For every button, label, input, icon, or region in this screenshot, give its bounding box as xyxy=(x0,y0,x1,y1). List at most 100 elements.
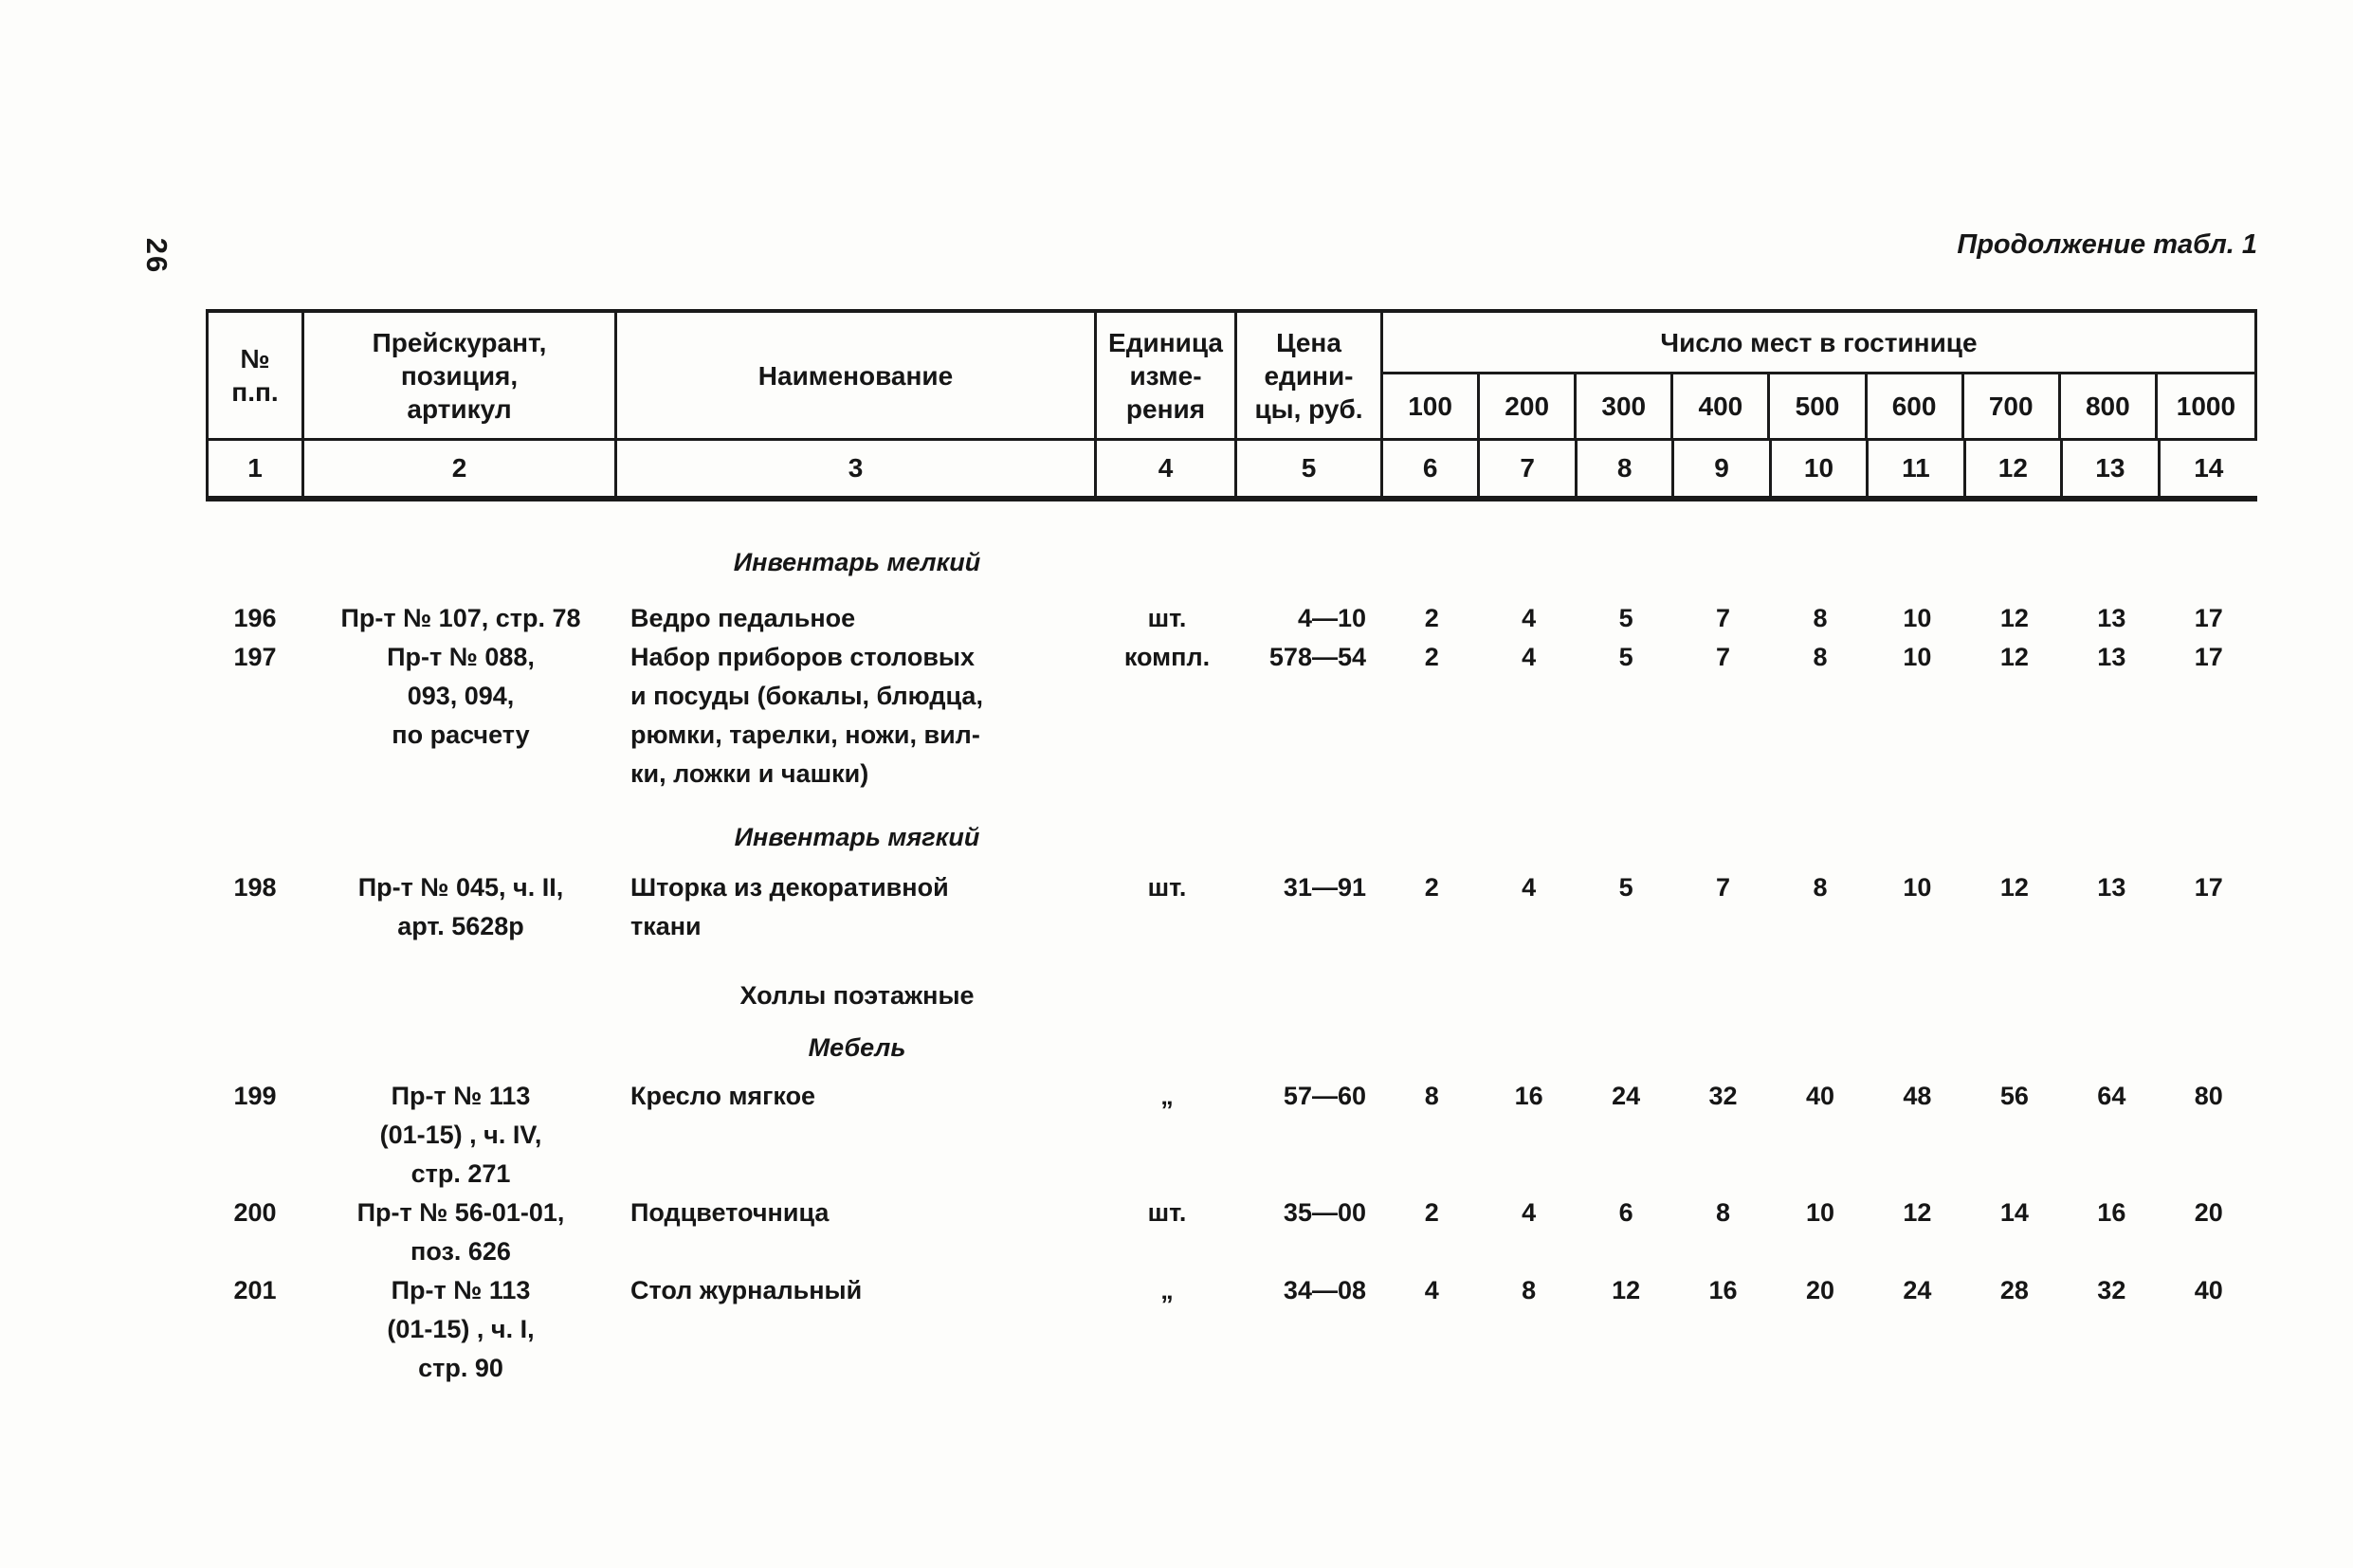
value-cell: 32 xyxy=(1708,1082,1738,1110)
column-numbers-row: 1 2 3 4 5 6 7 8 9 10 11 12 13 14 xyxy=(206,441,2257,501)
table-row: 200 Пр-т № 56-01-01, поз. 626 Подцветочн… xyxy=(206,1194,2257,1271)
name-cell: Шторка из декоративной ткани xyxy=(630,873,949,940)
table-row: 198 Пр-т № 045, ч. II, арт. 5628р Шторка… xyxy=(206,868,2257,946)
value-cell: 2 xyxy=(1424,643,1439,671)
column-number: 11 xyxy=(1869,441,1966,496)
row-number-cell: 199 xyxy=(233,1082,277,1110)
places-subheaders: 100 200 300 400 500 600 700 800 1000 xyxy=(1383,374,2254,438)
column-number: 8 xyxy=(1578,441,1675,496)
places-col: 700 xyxy=(1964,374,2061,438)
value-cell: 13 xyxy=(2097,873,2126,902)
unit-cell: шт. xyxy=(1147,604,1187,632)
value-cell: 17 xyxy=(2194,604,2223,632)
value-cell: 4 xyxy=(1522,604,1537,632)
value-cell: 6 xyxy=(1618,1198,1633,1227)
value-cell: 16 xyxy=(1514,1082,1543,1110)
row-number-cell: 196 xyxy=(233,604,277,632)
column-number: 10 xyxy=(1772,441,1870,496)
pricelist-cell: Пр-т № 107, стр. 78 xyxy=(340,604,581,632)
value-cell: 2 xyxy=(1424,1198,1439,1227)
price-cell: 35—00 xyxy=(1283,1198,1366,1227)
name-cell: Ведро педальное xyxy=(630,604,856,632)
value-cell: 28 xyxy=(1999,1276,2029,1304)
value-cell: 5 xyxy=(1618,604,1633,632)
places-col: 400 xyxy=(1673,374,1771,438)
value-cell: 7 xyxy=(1716,604,1731,632)
value-cell: 64 xyxy=(2097,1082,2126,1110)
value-cell: 10 xyxy=(1903,873,1932,902)
places-col: 800 xyxy=(2061,374,2158,438)
value-cell: 10 xyxy=(1805,1198,1835,1227)
value-cell: 32 xyxy=(2097,1276,2126,1304)
value-cell: 20 xyxy=(1805,1276,1835,1304)
value-cell: 8 xyxy=(1716,1198,1731,1227)
table-row: 197 Пр-т № 088, 093, 094, по расчету Наб… xyxy=(206,638,2257,793)
value-cell: 8 xyxy=(1522,1276,1537,1304)
pricelist-cell: Пр-т № 56-01-01, поз. 626 xyxy=(356,1198,565,1266)
value-cell: 13 xyxy=(2097,604,2126,632)
value-cell: 40 xyxy=(1805,1082,1835,1110)
value-cell: 8 xyxy=(1813,643,1828,671)
value-cell: 12 xyxy=(1612,1276,1641,1304)
row-number-cell: 197 xyxy=(233,643,277,671)
value-cell: 12 xyxy=(1999,873,2029,902)
row-number-cell: 198 xyxy=(233,873,277,902)
value-cell: 40 xyxy=(2194,1276,2223,1304)
inventory-table: № п.п. Прейскурант, позиция, артикул Наи… xyxy=(206,309,2257,1388)
value-cell: 7 xyxy=(1716,873,1731,902)
value-cell: 10 xyxy=(1903,643,1932,671)
row-number-cell: 201 xyxy=(233,1276,277,1304)
pricelist-cell: Пр-т № 045, ч. II, арт. 5628р xyxy=(357,873,564,940)
col-header-price: Цена едини- цы, руб. xyxy=(1237,313,1383,438)
value-cell: 8 xyxy=(1424,1082,1439,1110)
table-body: Инвентарь мелкий 196 Пр-т № 107, стр. 78… xyxy=(206,501,2257,1388)
value-cell: 80 xyxy=(2194,1082,2223,1110)
places-col: 300 xyxy=(1577,374,1674,438)
value-cell: 13 xyxy=(2097,643,2126,671)
name-cell: Набор приборов столовых и посуды (бокалы… xyxy=(630,643,983,788)
value-cell: 56 xyxy=(1999,1082,2029,1110)
price-cell: 34—08 xyxy=(1283,1276,1366,1304)
places-col: 200 xyxy=(1480,374,1578,438)
column-number: 7 xyxy=(1480,441,1578,496)
unit-cell: шт. xyxy=(1147,1198,1187,1227)
col-header-num: № п.п. xyxy=(206,313,304,438)
table-row: 199 Пр-т № 113 (01-15) , ч. IV, стр. 271… xyxy=(206,1077,2257,1194)
pricelist-cell: Пр-т № 113 (01-15) , ч. IV, стр. 271 xyxy=(379,1082,542,1188)
value-cell: 5 xyxy=(1618,643,1633,671)
name-cell: Кресло мягкое xyxy=(630,1082,816,1110)
value-cell: 7 xyxy=(1716,643,1731,671)
value-cell: 5 xyxy=(1618,873,1633,902)
value-cell: 14 xyxy=(1999,1198,2029,1227)
unit-cell: шт. xyxy=(1147,873,1187,902)
pricelist-cell: Пр-т № 088, 093, 094, по расчету xyxy=(387,643,535,749)
price-cell: 578—54 xyxy=(1268,643,1366,671)
price-cell: 4—10 xyxy=(1297,604,1366,632)
section-heading: Инвентарь мягкий xyxy=(734,823,980,851)
row-number-cell: 200 xyxy=(233,1198,277,1227)
value-cell: 4 xyxy=(1522,643,1537,671)
value-cell: 17 xyxy=(2194,873,2223,902)
unit-cell: „ xyxy=(1160,1276,1174,1304)
places-col: 100 xyxy=(1383,374,1481,438)
value-cell: 24 xyxy=(1903,1276,1932,1304)
unit-cell: компл. xyxy=(1123,643,1211,671)
name-cell: Стол журнальный xyxy=(630,1276,863,1304)
value-cell: 17 xyxy=(2194,643,2223,671)
value-cell: 2 xyxy=(1424,604,1439,632)
section-heading: Холлы поэтажные xyxy=(739,981,975,1010)
price-cell: 57—60 xyxy=(1283,1082,1366,1110)
value-cell: 4 xyxy=(1522,873,1537,902)
value-cell: 12 xyxy=(1999,643,2029,671)
value-cell: 12 xyxy=(1999,604,2029,632)
value-cell: 48 xyxy=(1903,1082,1932,1110)
name-cell: Подцветочница xyxy=(630,1198,830,1227)
column-number: 13 xyxy=(2063,441,2161,496)
value-cell: 12 xyxy=(1903,1198,1932,1227)
value-cell: 4 xyxy=(1522,1198,1537,1227)
column-number: 2 xyxy=(304,441,617,496)
places-col: 600 xyxy=(1868,374,1964,438)
column-number: 3 xyxy=(617,441,1097,496)
value-cell: 2 xyxy=(1424,873,1439,902)
places-col: 500 xyxy=(1770,374,1868,438)
